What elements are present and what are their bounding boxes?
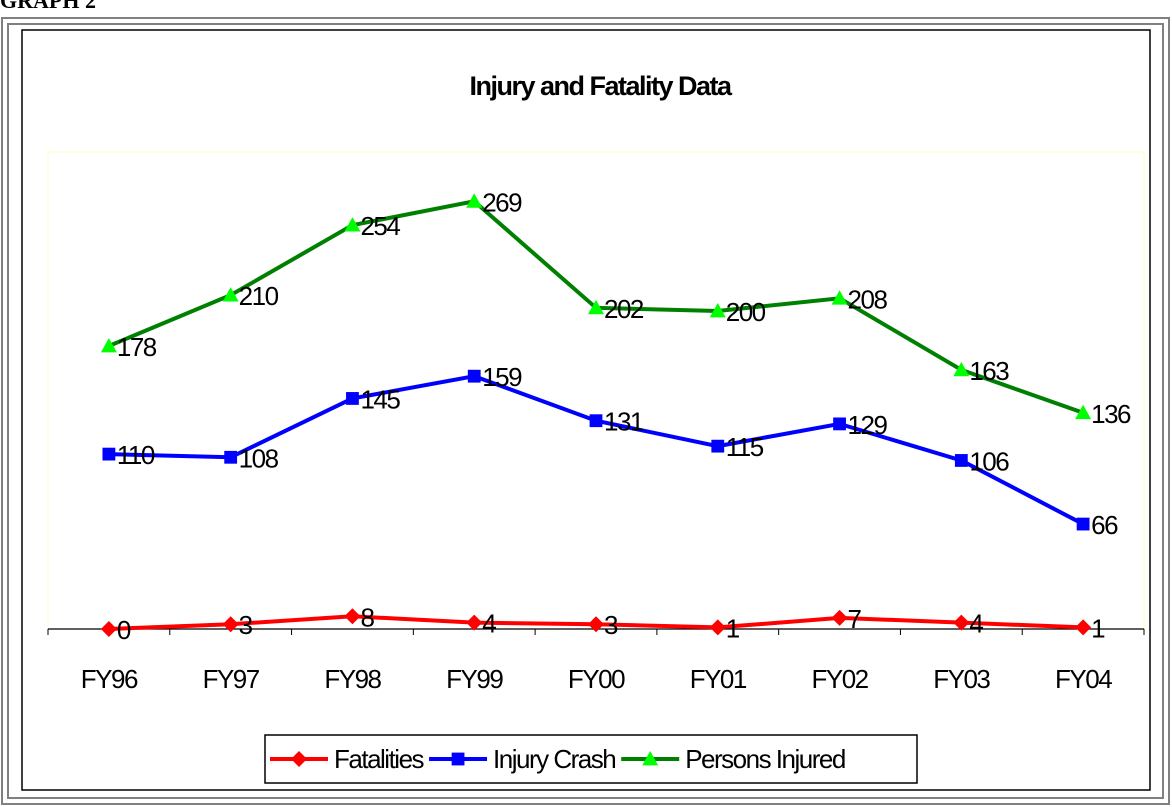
data-label: 8 (360, 602, 374, 632)
data-label: 4 (482, 609, 496, 639)
data-point (466, 614, 483, 631)
data-label: 254 (360, 211, 400, 241)
data-label: 145 (360, 384, 400, 414)
data-label: 208 (848, 284, 888, 314)
x-tick-label: FY00 (568, 664, 625, 694)
legend-marker (642, 751, 659, 766)
data-label: 1 (726, 613, 740, 643)
data-point (346, 392, 359, 405)
data-point (224, 450, 238, 464)
x-tick-label: FY98 (324, 664, 381, 694)
x-tick-label: FY01 (690, 664, 747, 694)
data-label: 136 (1091, 399, 1131, 429)
legend-label: Injury Crash (493, 744, 615, 774)
data-point (1076, 517, 1090, 531)
data-point (102, 447, 116, 461)
legend-label: Fatalities (334, 744, 425, 774)
data-label: 4 (969, 609, 983, 639)
data-label: 159 (482, 362, 522, 392)
legend (264, 734, 918, 784)
data-point (711, 439, 725, 453)
data-label: 66 (1091, 510, 1118, 540)
data-point (709, 303, 726, 318)
data-point (466, 193, 483, 208)
data-label: 178 (117, 332, 157, 362)
x-tick-label: FY03 (933, 664, 990, 694)
data-point (1075, 404, 1092, 420)
data-point (709, 619, 726, 636)
x-tick-label: FY02 (811, 664, 868, 694)
data-point (954, 454, 968, 467)
x-tick-label: FY97 (203, 664, 260, 694)
caption: GRAPH 2 (0, 0, 96, 13)
data-label: 163 (969, 356, 1009, 386)
x-tick-label: FY99 (446, 664, 503, 694)
data-label: 3 (239, 610, 253, 640)
data-point (344, 217, 361, 232)
data-label: 110 (117, 440, 155, 470)
data-label: 115 (726, 432, 764, 462)
data-point (100, 337, 117, 353)
data-label: 0 (117, 615, 131, 645)
data-point (467, 369, 481, 383)
frame-outer (1, 17, 1170, 805)
legend-marker (451, 752, 465, 766)
data-point (222, 287, 239, 302)
data-point (589, 414, 603, 428)
data-point (831, 290, 848, 305)
data-label: 129 (848, 410, 888, 440)
data-point (831, 609, 848, 626)
data-point (588, 299, 604, 315)
x-tick-label: FY04 (1055, 664, 1112, 694)
data-label: 106 (969, 446, 1009, 476)
data-point (344, 608, 361, 625)
data-label: 269 (482, 187, 522, 217)
data-label: 202 (604, 294, 644, 324)
data-label: 200 (726, 297, 766, 327)
data-point (953, 361, 970, 377)
data-label: 1 (1091, 613, 1105, 643)
data-point (953, 614, 970, 631)
data-point (100, 621, 117, 637)
data-point (222, 616, 239, 633)
x-tick-label: FY96 (81, 664, 138, 694)
frame-inner (7, 23, 1164, 799)
data-point (1075, 619, 1092, 636)
data-label: 210 (239, 281, 279, 311)
legend-marker (291, 751, 307, 767)
data-label: 108 (239, 443, 279, 473)
chart-title: Injury and Fatality Data (469, 71, 733, 101)
data-label: 131 (604, 407, 644, 437)
legend-label: Persons Injured (685, 744, 845, 774)
chart-area (21, 29, 1151, 791)
data-point (833, 417, 846, 431)
data-point (588, 616, 604, 633)
data-label: 7 (848, 604, 862, 634)
data-label: 3 (604, 610, 618, 640)
